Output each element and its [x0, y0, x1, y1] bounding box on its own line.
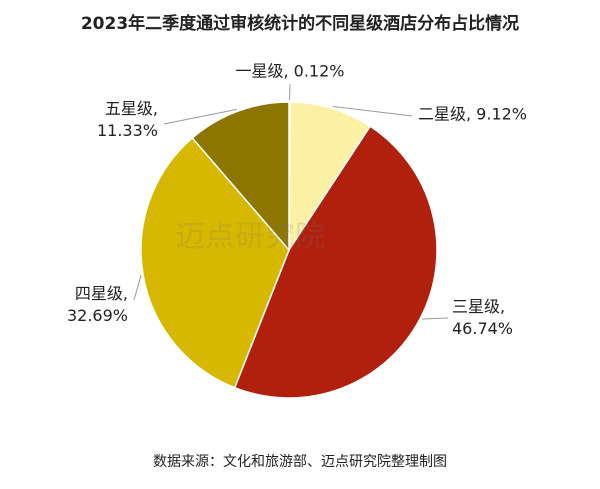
leader-line: [133, 274, 142, 301]
chart-title: 2023年二季度通过审核统计的不同星级酒店分布占比情况: [81, 13, 519, 34]
pie-slice: [191, 101, 290, 253]
pie-slice: [288, 101, 372, 253]
pie-slice: [233, 125, 438, 399]
leader-line: [163, 108, 237, 125]
label-line: 46.74%: [452, 319, 513, 338]
pie-slice: [140, 136, 290, 389]
label-line: 32.69%: [67, 306, 128, 325]
watermark: 迈点研究院: [175, 220, 325, 255]
data-label: 四星级, 32.69%: [67, 284, 128, 325]
leader-line: [422, 317, 449, 320]
data-label: 二星级, 9.12%: [418, 105, 527, 124]
data-label: 五星级, 11.33%: [97, 99, 158, 140]
label-line: 三星级,: [452, 297, 505, 316]
source-note: 数据来源：文化和旅游部、迈点研究院整理制图: [153, 454, 447, 470]
label-line: 四星级,: [75, 284, 128, 303]
data-label: 一星级, 0.12%: [235, 62, 344, 81]
label-line: 11.33%: [97, 121, 158, 140]
leader-line: [332, 105, 413, 117]
label-line: 五星级,: [105, 99, 158, 118]
data-label: 三星级, 46.74%: [452, 297, 513, 338]
